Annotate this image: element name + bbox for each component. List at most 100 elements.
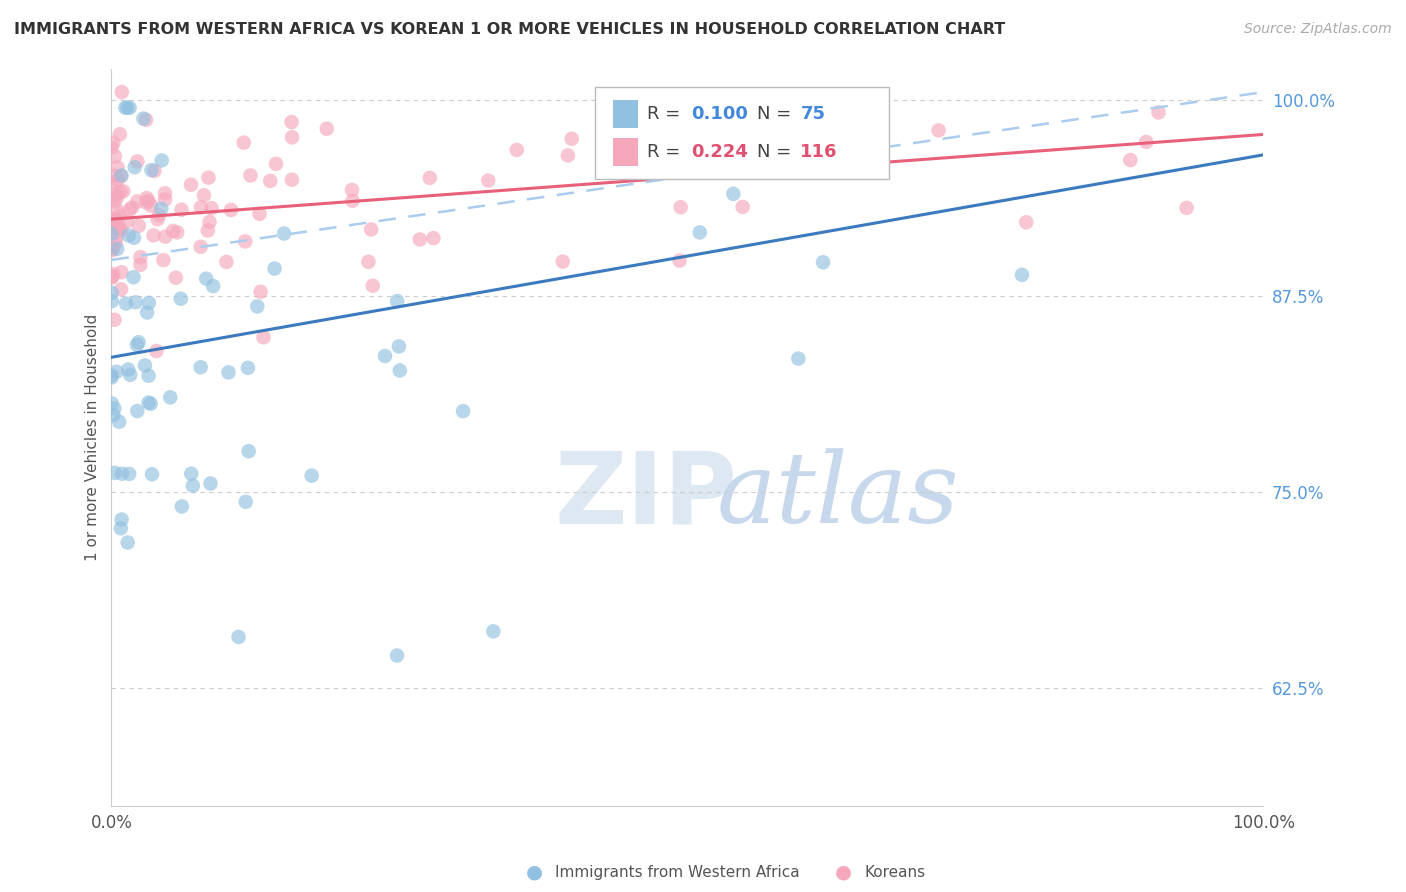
Point bbox=[118, 467, 141, 481]
Point bbox=[385, 294, 408, 309]
FancyBboxPatch shape bbox=[595, 87, 889, 179]
Point bbox=[110, 282, 132, 296]
Point bbox=[200, 476, 222, 491]
Point bbox=[104, 236, 127, 251]
Point bbox=[506, 143, 529, 157]
Point bbox=[108, 221, 131, 235]
Point bbox=[315, 121, 337, 136]
Point bbox=[100, 396, 122, 410]
Point bbox=[107, 161, 129, 175]
Point bbox=[235, 495, 257, 509]
Point bbox=[127, 404, 149, 418]
Point bbox=[125, 295, 148, 310]
Point bbox=[249, 285, 271, 299]
Point bbox=[150, 202, 173, 216]
Point bbox=[357, 255, 380, 269]
Point bbox=[100, 140, 122, 154]
Text: Immigrants from Western Africa: Immigrants from Western Africa bbox=[555, 865, 800, 880]
Point bbox=[120, 368, 142, 382]
Point bbox=[409, 232, 432, 246]
Point bbox=[128, 335, 150, 350]
Point bbox=[246, 300, 269, 314]
Point bbox=[100, 213, 122, 227]
Point bbox=[111, 467, 134, 481]
Text: ●: ● bbox=[526, 863, 543, 882]
Text: N =: N = bbox=[756, 143, 797, 161]
Point bbox=[720, 135, 742, 149]
Point bbox=[101, 178, 124, 192]
Text: 75: 75 bbox=[800, 105, 825, 123]
Point bbox=[105, 242, 128, 256]
Point bbox=[713, 162, 735, 177]
Point bbox=[1015, 215, 1038, 229]
FancyBboxPatch shape bbox=[613, 137, 638, 166]
Point bbox=[124, 160, 146, 174]
Point bbox=[101, 211, 124, 226]
Point bbox=[117, 535, 139, 549]
Point bbox=[561, 132, 583, 146]
Point bbox=[385, 648, 408, 663]
Point bbox=[451, 404, 474, 418]
Point bbox=[112, 184, 135, 198]
Point bbox=[100, 285, 122, 300]
Point bbox=[115, 214, 138, 228]
Point bbox=[280, 115, 302, 129]
Point bbox=[105, 211, 128, 226]
Point bbox=[138, 295, 160, 310]
Point bbox=[595, 135, 617, 149]
Point bbox=[360, 222, 382, 236]
Point bbox=[689, 226, 711, 240]
Point bbox=[281, 130, 304, 145]
Point bbox=[342, 194, 364, 208]
Point bbox=[633, 167, 655, 181]
Point bbox=[110, 169, 132, 183]
Point bbox=[190, 360, 212, 375]
Point bbox=[688, 101, 710, 115]
Point bbox=[110, 169, 132, 184]
Point bbox=[752, 139, 775, 153]
Point bbox=[105, 190, 128, 204]
Point bbox=[153, 193, 176, 207]
Point bbox=[723, 186, 745, 201]
FancyBboxPatch shape bbox=[613, 101, 638, 128]
Point bbox=[249, 207, 271, 221]
Point bbox=[202, 279, 225, 293]
Point bbox=[108, 415, 131, 429]
Point bbox=[195, 271, 218, 285]
Point bbox=[787, 351, 810, 366]
Point bbox=[215, 255, 238, 269]
Point bbox=[155, 229, 177, 244]
Text: ●: ● bbox=[835, 863, 852, 882]
Point bbox=[103, 312, 125, 326]
Point bbox=[190, 200, 212, 214]
Point bbox=[132, 112, 155, 126]
Point bbox=[141, 467, 163, 482]
Point bbox=[104, 149, 127, 163]
Point bbox=[143, 164, 166, 178]
Point bbox=[166, 226, 188, 240]
Point bbox=[115, 296, 138, 310]
Point bbox=[259, 174, 281, 188]
Point bbox=[105, 365, 128, 379]
Point bbox=[128, 219, 150, 233]
Point bbox=[141, 163, 163, 178]
Point bbox=[138, 194, 160, 208]
Point bbox=[419, 170, 441, 185]
Point bbox=[110, 521, 132, 535]
Point bbox=[190, 240, 212, 254]
Point bbox=[122, 231, 145, 245]
Point bbox=[122, 270, 145, 285]
Point bbox=[152, 253, 174, 268]
Point bbox=[180, 178, 202, 192]
Point bbox=[104, 186, 127, 201]
Point bbox=[117, 101, 139, 115]
Point bbox=[142, 228, 165, 243]
Point bbox=[281, 173, 304, 187]
Point bbox=[100, 227, 122, 241]
Point bbox=[139, 397, 162, 411]
Point bbox=[200, 201, 222, 215]
Point bbox=[263, 261, 285, 276]
Point bbox=[232, 136, 254, 150]
Point bbox=[170, 500, 193, 514]
Point bbox=[108, 128, 131, 142]
